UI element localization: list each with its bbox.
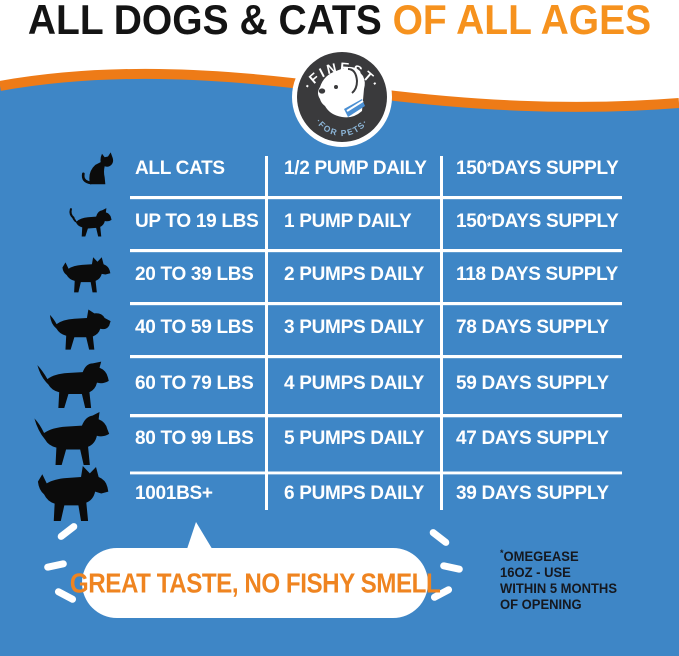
dog-head-icon — [318, 66, 365, 118]
dog-terrier-icon — [62, 257, 111, 293]
pet-icon-cell — [30, 353, 130, 414]
dose-cell: 2 PUMPS DAILY — [265, 247, 440, 302]
table-row: 1001BS+ 6 PUMPS DAILY 39 DAYS SUPPLY — [30, 460, 622, 521]
table-row: 40 TO 59 LBS 3 PUMPS DAILY 78 DAYS SUPPLY — [30, 301, 622, 354]
asterisk-superscript: * — [486, 159, 492, 174]
asterisk-superscript: * — [486, 212, 492, 227]
dosage-table: ALL CATS 1/2 PUMP DAILY 150 * DAYS SUPPLY UP… — [30, 142, 622, 521]
dose-cell: 4 PUMPS DAILY — [265, 353, 440, 414]
dose-cell: 3 PUMPS DAILY — [265, 300, 440, 355]
weight-cell: 40 TO 59 LBS — [130, 300, 265, 355]
footnote-line: OF OPENING — [500, 596, 582, 613]
table-row: 20 TO 39 LBS 2 PUMPS DAILY 118 DAYS SUPPLY — [30, 248, 622, 301]
pet-icon-cell — [30, 141, 130, 196]
pet-icon-cell — [30, 194, 130, 249]
dose-cell: 5 PUMPS DAILY — [265, 406, 440, 472]
dose-cell: 1/2 PUMP DAILY — [265, 141, 440, 196]
bubble-text: GREAT TASTE, NO FISHY SMELL — [69, 566, 441, 599]
dog-schnauzer-icon — [49, 309, 111, 350]
column-divider-2 — [440, 156, 443, 510]
dose-cell: 1 PUMP DAILY — [265, 194, 440, 249]
speech-bubble: GREAT TASTE, NO FISHY SMELL — [70, 548, 441, 618]
table-row: ALL CATS 1/2 PUMP DAILY 150 * DAYS SUPPLY — [30, 142, 622, 195]
footnote: *OMEGEASE 16OZ - USE WITHIN 5 MONTHS OF OPE… — [500, 547, 617, 613]
weight-cell: 20 TO 39 LBS — [130, 247, 265, 302]
cat-icon — [81, 151, 114, 184]
supply-cell: 150 * DAYS SUPPLY — [440, 141, 622, 196]
footnote-line: *OMEGEASE — [500, 547, 579, 565]
weight-cell: UP TO 19 LBS — [130, 194, 265, 249]
supply-cell: 47 DAYS SUPPLY — [440, 406, 622, 472]
dog-airedale-icon — [37, 361, 109, 408]
dose-cell: 6 PUMPS DAILY — [284, 482, 425, 504]
footnote-line: 16OZ - USE — [500, 564, 571, 581]
supply-cell: 118 DAYS SUPPLY — [440, 247, 622, 302]
weight-cell: 1001BS+ — [135, 482, 213, 504]
page-title: ALL DOGS & CATS OF ALL AGES — [0, 0, 679, 55]
dog-retriever-icon — [34, 411, 110, 466]
weight-cell: 60 TO 79 LBS — [130, 353, 265, 414]
pet-icon-cell — [30, 459, 130, 529]
table-row: 60 TO 79 LBS 4 PUMPS DAILY 59 DAYS SUPPLY — [30, 354, 622, 408]
supply-cell: 78 DAYS SUPPLY — [440, 300, 622, 355]
title-black-part: ALL DOGS & CATS — [27, 0, 382, 44]
table-row: UP TO 19 LBS 1 PUMP DAILY 150 * DAYS SUPPLY — [30, 195, 622, 248]
column-divider-1 — [265, 156, 268, 510]
title-orange-part: OF ALL AGES — [392, 0, 652, 44]
table-row: 80 TO 99 LBS 5 PUMPS DAILY 47 DAYS SUPPLY — [30, 407, 622, 466]
pet-icon-cell — [30, 247, 130, 302]
speech-bubble-tail — [186, 522, 214, 552]
supply-cell: 150 * DAYS SUPPLY — [440, 194, 622, 249]
asterisk-superscript: * — [500, 547, 504, 559]
supply-cell: 39 DAYS SUPPLY — [456, 482, 609, 504]
weight-cell: ALL CATS — [130, 141, 265, 196]
pet-icon-cell — [30, 406, 130, 472]
supply-cell: 59 DAYS SUPPLY — [440, 353, 622, 414]
pet-icon-cell — [30, 300, 130, 355]
dog-large-icon — [37, 466, 109, 521]
weight-cell: 80 TO 99 LBS — [130, 406, 265, 472]
footnote-line: WITHIN 5 MONTHS — [500, 580, 617, 597]
brand-logo: ·FINEST· ·FOR PETS· — [292, 47, 392, 147]
dog-small-icon — [69, 207, 112, 236]
